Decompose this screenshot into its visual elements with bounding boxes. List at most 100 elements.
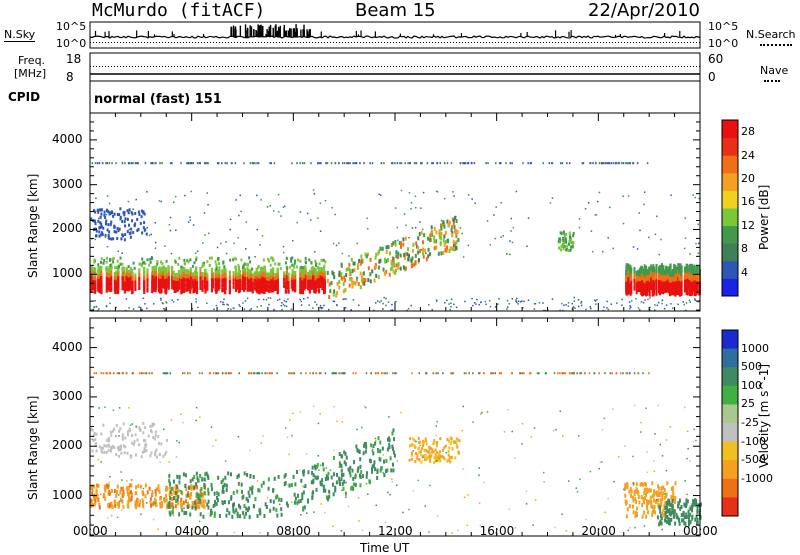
velocity-mark [633, 510, 635, 514]
velocity-mark [94, 372, 96, 374]
velocity-mark [662, 455, 664, 457]
power-mark [349, 284, 351, 288]
power-mark [96, 230, 98, 233]
velocity-mark [238, 485, 240, 487]
power-mark [694, 298, 696, 300]
power-mark [621, 162, 623, 164]
velocity-mark [295, 502, 297, 504]
velocity-colorbar-swatch [722, 404, 738, 423]
velocity-mark [138, 443, 140, 446]
nave-dot [396, 66, 397, 67]
velocity-mark [377, 449, 379, 453]
nave-dot [141, 66, 142, 67]
velocity-mark [187, 372, 189, 374]
power-mark [159, 200, 161, 202]
velocity-mark [330, 469, 332, 471]
velocity-mark [637, 372, 639, 374]
velocity-mark [358, 497, 360, 499]
power-mark [211, 257, 213, 260]
power-mark [125, 280, 127, 284]
velocity-mark [140, 485, 142, 489]
search-noise-dot [627, 42, 628, 43]
search-noise-dot [432, 42, 433, 43]
search-noise-dot [294, 42, 295, 43]
nave-dot [444, 66, 445, 67]
velocity-mark [450, 456, 452, 459]
velocity-mark [333, 492, 335, 496]
velocity-mark [462, 468, 464, 470]
power-mark [569, 236, 571, 239]
power-mark [325, 200, 327, 202]
search-noise-dot [447, 42, 448, 43]
power-mark [464, 301, 466, 303]
power-mark [678, 273, 680, 280]
power-mark [670, 263, 672, 270]
power-mark [395, 250, 397, 254]
power-mark [627, 162, 629, 164]
velocity-mark [95, 433, 97, 436]
power-mark [561, 303, 563, 305]
velocity-mark [349, 466, 351, 470]
velocity-mark [249, 515, 251, 519]
power-mark [150, 261, 152, 264]
search-noise-dot [135, 42, 136, 43]
search-noise-dot [222, 42, 223, 43]
velocity-mark [372, 444, 374, 448]
search-noise-dot [114, 42, 115, 43]
velocity-mark [211, 426, 213, 428]
velocity-mark [247, 508, 249, 512]
power-mark [292, 272, 294, 276]
search-noise-dot [573, 42, 574, 43]
power-mark [695, 299, 697, 301]
search-noise-dot [237, 42, 238, 43]
velocity-mark [171, 419, 173, 421]
power-mark [410, 208, 412, 210]
velocity-mark [644, 496, 646, 500]
power-mark [239, 305, 241, 307]
power-mark [206, 302, 208, 304]
search-noise-dot [648, 42, 649, 43]
velocity-mark [312, 372, 314, 374]
velocity-mark [674, 481, 676, 485]
search-noise-dot [552, 42, 553, 43]
power-mark [321, 272, 323, 277]
velocity-mark [216, 496, 218, 500]
power-mark [132, 281, 134, 285]
search-noise-dot [168, 42, 169, 43]
velocity-mark [259, 489, 261, 493]
power-mark [639, 281, 641, 286]
power-mark [690, 274, 692, 281]
search-noise-dot [477, 42, 478, 43]
power-mark [474, 162, 476, 164]
power-mark [639, 277, 641, 282]
power-mark [646, 275, 648, 281]
power-mark [144, 229, 146, 232]
power-mark [463, 256, 465, 258]
velocity-mark [106, 439, 108, 442]
nave-dot [693, 66, 694, 67]
velocity-mark [373, 460, 375, 464]
search-noise-dot [282, 42, 283, 43]
search-noise-dot [678, 42, 679, 43]
velocity-mark [210, 513, 212, 517]
search-noise-dot [699, 42, 700, 43]
power-mark [299, 283, 301, 289]
power-mark [149, 258, 151, 261]
velocity-mark [464, 372, 466, 374]
velocity-mark [311, 471, 313, 475]
power-mark [397, 240, 399, 242]
velocity-mark [113, 446, 115, 449]
velocity-mark [146, 502, 148, 504]
velocity-mark [201, 372, 203, 374]
power-mark [240, 258, 242, 261]
power-mark [314, 193, 316, 195]
power-mark [386, 250, 388, 254]
search-noise-dot [486, 42, 487, 43]
velocity-mark [514, 457, 516, 459]
velocity-mark [336, 420, 338, 422]
power-mark [93, 307, 95, 309]
power-mark [275, 274, 277, 277]
search-noise-dot [363, 42, 364, 43]
nave-dot [213, 66, 214, 67]
power-mark [133, 308, 135, 310]
